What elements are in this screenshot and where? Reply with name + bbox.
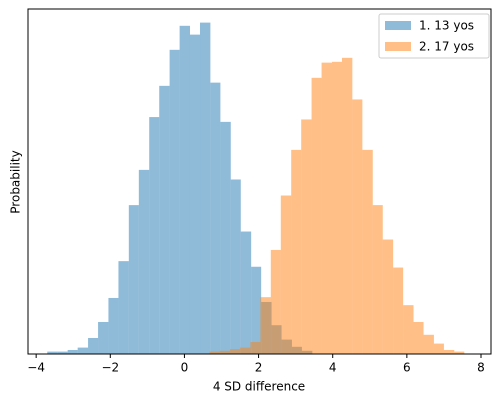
bar [210, 82, 221, 354]
bar [341, 57, 353, 354]
bar [159, 85, 170, 355]
y-axis-label: Probability [9, 150, 23, 213]
x-tick-label: 2 [255, 361, 263, 375]
bar [321, 62, 332, 354]
bar [352, 99, 363, 354]
plot-frame [27, 8, 492, 355]
x-tick-label: 4 [329, 361, 337, 375]
x-tick-label: −4 [27, 361, 45, 375]
bar [98, 321, 109, 354]
bar [118, 261, 129, 354]
bar [240, 347, 251, 354]
legend-label: 2. 17 yos [419, 40, 474, 54]
bar [240, 231, 252, 354]
bar [251, 266, 262, 354]
bar [47, 351, 58, 354]
bar [382, 239, 394, 354]
bar [270, 249, 281, 354]
legend-swatch [385, 21, 411, 30]
bar [301, 119, 312, 354]
x-tick-label: 8 [477, 361, 485, 375]
bar [169, 49, 180, 354]
bar [67, 349, 78, 354]
bar [280, 195, 292, 354]
bar [393, 267, 404, 354]
x-axis-label: 4 SD difference [213, 380, 305, 394]
bar [291, 149, 302, 354]
bar [403, 305, 414, 354]
bar [413, 321, 424, 354]
bar [250, 341, 261, 354]
legend-label: 1. 13 yos [419, 19, 474, 33]
bar [88, 337, 99, 354]
bar [331, 61, 342, 354]
bar [362, 149, 373, 354]
bar [57, 351, 68, 354]
bar [179, 25, 190, 354]
bar [220, 121, 231, 354]
legend-swatch [385, 42, 411, 51]
bar [200, 22, 211, 355]
bar [433, 343, 444, 354]
bar [454, 351, 465, 354]
bar [149, 117, 160, 354]
x-tick-label: 6 [403, 361, 411, 375]
bar [219, 350, 231, 354]
bar [372, 205, 383, 354]
bar [423, 334, 434, 354]
bar [230, 349, 241, 354]
bar [311, 77, 322, 354]
bar [260, 297, 271, 354]
bar [138, 169, 150, 354]
x-tick-label: −2 [101, 361, 119, 375]
bar [209, 351, 220, 354]
x-tick-label: 0 [181, 361, 189, 375]
bar [230, 179, 241, 354]
bar [128, 205, 139, 354]
bar [77, 347, 89, 354]
bar [108, 297, 119, 354]
bar [443, 349, 455, 354]
bar [189, 34, 201, 355]
